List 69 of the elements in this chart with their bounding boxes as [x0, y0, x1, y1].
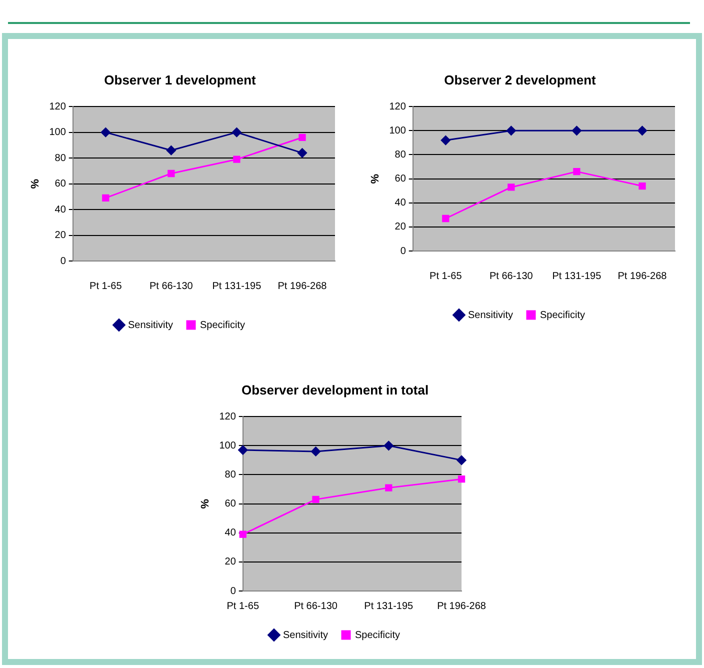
legend-label: Specificity — [355, 630, 400, 641]
point — [233, 156, 240, 163]
legend-label: Specificity — [540, 310, 586, 321]
legend-label: Specificity — [200, 320, 246, 331]
x-tick-label: Pt 1-65 — [226, 600, 260, 612]
y-tick-label: 100 — [49, 127, 66, 138]
point — [102, 194, 110, 202]
point — [239, 530, 246, 538]
point — [312, 496, 320, 504]
y-tick-label: 100 — [219, 440, 236, 452]
y-tick-label: 120 — [219, 411, 236, 422]
y-tick-label: 100 — [389, 125, 406, 136]
x-tick-label: Pt 196-268 — [437, 600, 486, 612]
y-tick-label: 40 — [394, 198, 406, 209]
x-tick-label: Pt 66-130 — [294, 600, 338, 612]
point — [385, 484, 392, 492]
legend-label: Sensitivity — [128, 320, 173, 331]
y-tick-label: 120 — [389, 101, 406, 112]
y-tick-label: 80 — [224, 469, 236, 480]
y-tick-label: 60 — [54, 178, 66, 190]
y-tick-label: 20 — [224, 556, 236, 568]
point — [166, 146, 176, 156]
point — [508, 184, 515, 191]
point — [384, 440, 394, 450]
y-tick-label: 40 — [54, 204, 66, 216]
y-axis-title: % — [200, 498, 212, 509]
y-tick-label: 60 — [394, 174, 406, 185]
chart-title: Observer 1 development — [104, 72, 257, 88]
y-tick-label: 60 — [224, 498, 236, 510]
point — [297, 148, 307, 158]
point — [638, 182, 646, 190]
point — [100, 128, 110, 138]
x-tick-label: Pt 131-195 — [552, 270, 602, 282]
chart-title: Observer development in total — [241, 382, 429, 398]
legend-label: Sensitivity — [282, 630, 328, 641]
y-tick-label: 0 — [400, 246, 406, 257]
y-tick-label: 120 — [49, 101, 66, 112]
x-tick-label: Pt 196-268 — [278, 280, 328, 292]
point — [637, 126, 647, 136]
point — [506, 126, 516, 136]
chart-title: Observer 2 development — [444, 72, 597, 88]
point — [442, 214, 450, 222]
y-tick-label: 40 — [224, 528, 236, 539]
y-tick-label: 20 — [394, 222, 406, 233]
x-tick-label: Pt 1-65 — [430, 270, 462, 282]
point — [440, 136, 450, 146]
point — [572, 126, 582, 136]
y-tick-label: 0 — [60, 256, 66, 267]
point — [311, 446, 321, 456]
x-tick-label: Pt 196-268 — [618, 270, 668, 282]
legend-label: Sensitivity — [468, 310, 513, 321]
point — [456, 455, 466, 465]
x-tick-label: Pt 131-195 — [364, 600, 414, 612]
y-tick-label: 20 — [54, 230, 66, 242]
point — [298, 134, 306, 142]
x-tick-label: Pt 66-130 — [149, 280, 194, 292]
point — [238, 445, 248, 455]
x-tick-label: Pt 131-195 — [212, 280, 262, 292]
point — [232, 128, 242, 138]
point — [458, 476, 466, 483]
y-tick-label: 0 — [230, 586, 236, 597]
point — [168, 170, 175, 178]
x-tick-label: Pt 1-65 — [90, 280, 122, 292]
y-axis-title: % — [30, 178, 42, 189]
y-tick-label: 80 — [54, 152, 66, 164]
y-tick-label: 80 — [394, 149, 406, 160]
x-tick-label: Pt 66-130 — [489, 270, 534, 282]
point — [573, 168, 580, 176]
y-axis-title: % — [370, 174, 382, 184]
